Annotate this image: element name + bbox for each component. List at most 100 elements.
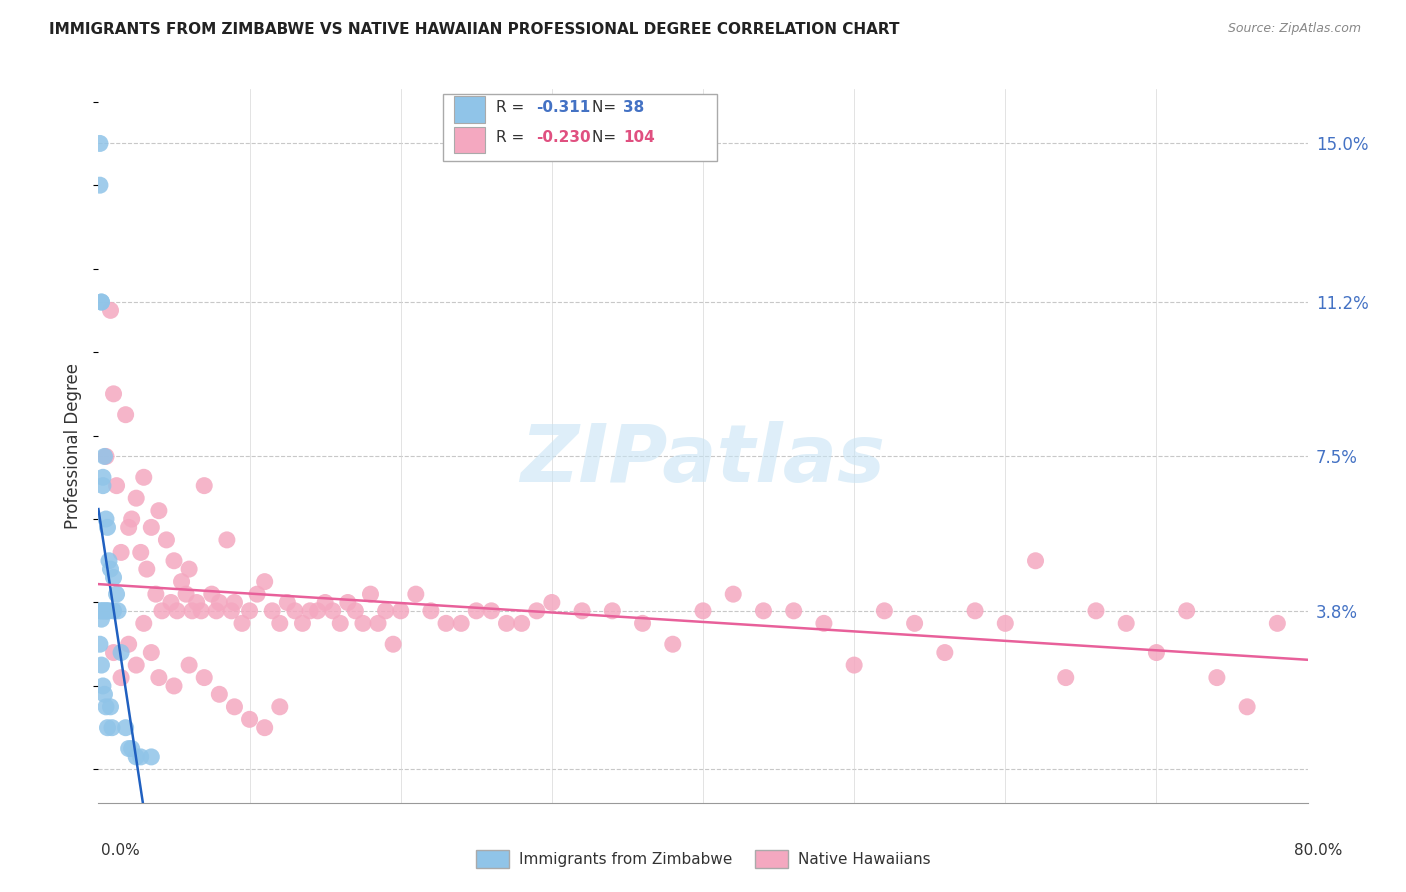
- Point: [179, 562, 201, 576]
- Point: [994, 616, 1017, 631]
- Point: [100, 699, 122, 714]
- Point: [526, 604, 548, 618]
- Point: [160, 595, 183, 609]
- Point: [174, 587, 197, 601]
- Point: [129, 545, 152, 559]
- Point: [322, 604, 344, 618]
- Text: 80.0%: 80.0%: [1295, 843, 1343, 858]
- Point: [1115, 616, 1137, 631]
- Point: [103, 646, 125, 660]
- Point: [276, 595, 298, 609]
- Point: [239, 604, 262, 618]
- Point: [510, 616, 533, 631]
- Point: [89, 604, 111, 618]
- Point: [132, 470, 155, 484]
- Point: [93, 687, 115, 701]
- Point: [352, 616, 374, 631]
- Point: [132, 616, 155, 631]
- Point: [253, 574, 276, 589]
- Text: R =: R =: [496, 130, 530, 145]
- Point: [89, 637, 111, 651]
- Point: [94, 604, 117, 618]
- Point: [314, 595, 336, 609]
- Point: [540, 595, 562, 609]
- Point: [94, 450, 117, 464]
- Point: [110, 671, 132, 685]
- Point: [224, 699, 246, 714]
- Point: [121, 512, 143, 526]
- Point: [246, 587, 269, 601]
- Point: [96, 520, 118, 534]
- Point: [93, 604, 115, 618]
- Point: [1144, 646, 1167, 660]
- Point: [1085, 604, 1108, 618]
- Point: [91, 604, 114, 618]
- Point: [96, 604, 118, 618]
- Text: R =: R =: [496, 100, 530, 114]
- Point: [904, 616, 927, 631]
- Point: [91, 470, 114, 484]
- Point: [148, 504, 170, 518]
- Point: [1024, 554, 1046, 568]
- Point: [90, 295, 112, 310]
- Point: [495, 616, 517, 631]
- Point: [135, 562, 157, 576]
- Point: [118, 637, 141, 651]
- Point: [150, 604, 173, 618]
- Point: [420, 604, 443, 618]
- Point: [100, 303, 122, 318]
- Point: [98, 554, 121, 568]
- Point: [193, 478, 215, 492]
- Point: [344, 604, 367, 618]
- Point: [121, 741, 143, 756]
- Point: [1236, 699, 1258, 714]
- Point: [100, 562, 122, 576]
- Point: [382, 637, 405, 651]
- Text: -0.230: -0.230: [536, 130, 591, 145]
- Point: [450, 616, 472, 631]
- Point: [155, 533, 177, 547]
- Point: [723, 587, 745, 601]
- Point: [367, 616, 389, 631]
- Point: [94, 512, 117, 526]
- Text: N=: N=: [592, 130, 621, 145]
- Point: [90, 658, 112, 673]
- Point: [163, 679, 186, 693]
- Legend: Immigrants from Zimbabwe, Native Hawaiians: Immigrants from Zimbabwe, Native Hawaiia…: [470, 844, 936, 873]
- Point: [661, 637, 683, 651]
- Point: [205, 604, 228, 618]
- Point: [105, 478, 128, 492]
- Point: [434, 616, 457, 631]
- Point: [1054, 671, 1077, 685]
- Point: [201, 587, 224, 601]
- Point: [145, 587, 167, 601]
- Point: [465, 604, 488, 618]
- Point: [208, 595, 231, 609]
- Point: [125, 491, 148, 505]
- Point: [94, 699, 117, 714]
- Point: [110, 545, 132, 559]
- Point: [1206, 671, 1229, 685]
- Point: [481, 604, 503, 618]
- Point: [179, 658, 201, 673]
- Point: [239, 712, 262, 726]
- Point: [374, 604, 396, 618]
- Point: [193, 671, 215, 685]
- Point: [125, 750, 148, 764]
- Point: [91, 679, 114, 693]
- Point: [110, 646, 132, 660]
- Point: [101, 721, 124, 735]
- Point: [103, 604, 125, 618]
- Point: [103, 570, 125, 584]
- Point: [90, 295, 112, 310]
- Point: [96, 721, 118, 735]
- Text: 38: 38: [623, 100, 644, 114]
- Text: Source: ZipAtlas.com: Source: ZipAtlas.com: [1227, 22, 1361, 36]
- Point: [163, 554, 186, 568]
- Point: [141, 520, 163, 534]
- Point: [813, 616, 835, 631]
- Point: [98, 604, 121, 618]
- Point: [114, 721, 136, 735]
- Point: [631, 616, 654, 631]
- Point: [269, 616, 291, 631]
